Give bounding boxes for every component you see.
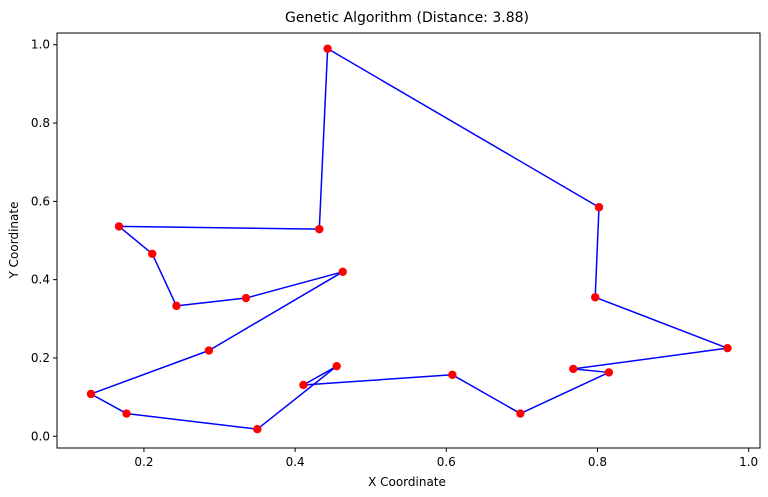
- city-point: [315, 224, 324, 234]
- axes: 0.2 0.4 0.6 0.8 1.0 0.0 0.2 0.4 0.6 0.8 1.0: [31, 32, 761, 469]
- tour-segment: [90, 349, 210, 395]
- tour-segment: [327, 48, 600, 208]
- y-tick-label: 0.4: [31, 273, 50, 287]
- tour-segment: [151, 253, 178, 307]
- city-point: [241, 293, 251, 303]
- x-tick-label: 0.4: [286, 455, 305, 469]
- city-point: [516, 409, 525, 418]
- tour-segment: [451, 374, 521, 415]
- city-point: [338, 267, 347, 277]
- tour-segment: [303, 374, 453, 386]
- city-point: [604, 368, 614, 377]
- x-tick-label: 0.6: [437, 455, 456, 469]
- city-point: [569, 364, 578, 374]
- y-tick-label: 0.0: [31, 429, 50, 443]
- chart-title: Genetic Algorithm (Distance: 3.88): [285, 10, 529, 26]
- tour-segment: [256, 365, 338, 430]
- y-tick-label: 1.0: [31, 38, 50, 52]
- city-point: [122, 409, 131, 418]
- x-tick-label: 0.8: [588, 455, 607, 469]
- tour-segment: [118, 225, 320, 230]
- city-point: [594, 203, 604, 212]
- tour-segment: [90, 393, 127, 415]
- city-point: [253, 425, 262, 434]
- tour-segment: [318, 48, 329, 230]
- y-tick-label: 0.8: [31, 116, 50, 130]
- plot-area: [86, 44, 732, 434]
- city-point: [332, 361, 341, 371]
- city-point: [148, 249, 157, 259]
- x-tick-label: 1.0: [739, 455, 758, 469]
- city-point: [114, 222, 124, 231]
- city-point: [723, 343, 732, 353]
- plot-frame: [56, 32, 761, 449]
- city-point: [172, 301, 181, 311]
- y-axis-label: Y Coordinate: [7, 202, 21, 280]
- x-axis-label: X Coordinate: [368, 475, 446, 489]
- y-tick-label: 0.6: [31, 194, 50, 208]
- tour-segment: [208, 271, 344, 352]
- tour-segment: [118, 225, 153, 255]
- tour-segment: [176, 297, 247, 307]
- city-point: [591, 293, 600, 302]
- city-point: [204, 346, 214, 355]
- tour-segment: [245, 271, 343, 299]
- tour-segment: [594, 296, 728, 349]
- tour-segment: [303, 365, 338, 386]
- y-tick-label: 0.2: [31, 351, 50, 365]
- city-point: [86, 389, 96, 399]
- x-tick-label: 0.2: [134, 455, 153, 469]
- tour-segment: [520, 371, 610, 415]
- tour-segment: [573, 368, 609, 374]
- tour-segment: [573, 347, 728, 370]
- city-point: [323, 44, 332, 53]
- tour-segment: [594, 207, 600, 298]
- city-point: [299, 380, 308, 390]
- tour-segment: [126, 412, 258, 430]
- city-point: [448, 370, 457, 379]
